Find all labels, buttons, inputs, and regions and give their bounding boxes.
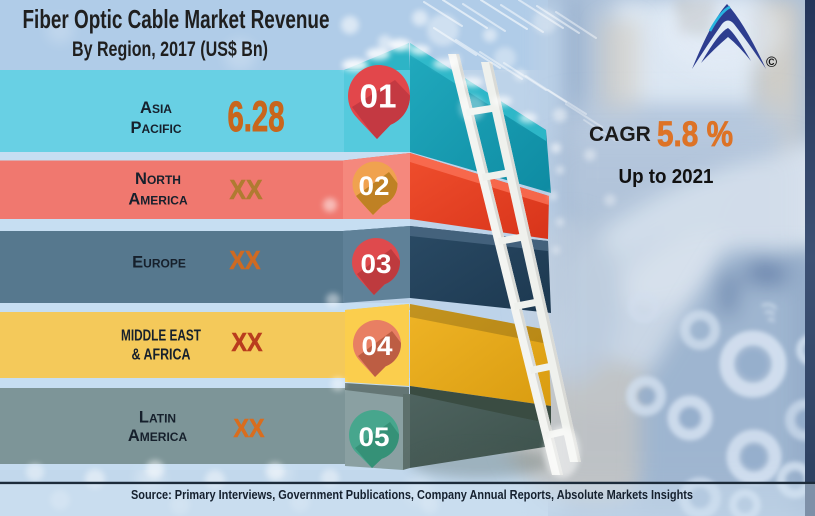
svg-text:CAGR: CAGR <box>589 123 651 146</box>
svg-text:5.8 %: 5.8 % <box>657 115 733 154</box>
svg-text:Asia: Asia <box>140 99 172 117</box>
svg-text:XX: XX <box>234 413 266 443</box>
svg-text:02: 02 <box>359 171 390 201</box>
svg-text:America: America <box>128 191 188 209</box>
svg-text:Source: Primary Interviews, Go: Source: Primary Interviews, Government P… <box>131 487 693 502</box>
svg-text:01: 01 <box>360 78 397 115</box>
svg-text:Fiber Optic Cable Market Reven: Fiber Optic Cable Market Revenue <box>23 4 330 34</box>
svg-text:Europe: Europe <box>132 254 186 272</box>
svg-text:05: 05 <box>359 422 390 452</box>
svg-text:©: © <box>766 54 777 71</box>
svg-text:XX: XX <box>232 327 264 357</box>
svg-text:XX: XX <box>230 174 263 205</box>
svg-text:Latin: Latin <box>139 409 176 427</box>
svg-text:6.28: 6.28 <box>228 93 285 141</box>
svg-text:Up to 2021: Up to 2021 <box>619 166 714 188</box>
svg-text:By Region, 2017 (US$ Bn): By Region, 2017 (US$ Bn) <box>72 38 268 61</box>
svg-text:& AFRICA: & AFRICA <box>132 347 191 364</box>
svg-text:North: North <box>135 170 181 188</box>
svg-text:Pacific: Pacific <box>130 119 181 137</box>
svg-text:MIDDLE EAST: MIDDLE EAST <box>121 328 201 345</box>
svg-text:XX: XX <box>230 245 262 275</box>
svg-text:03: 03 <box>361 249 392 279</box>
svg-text:04: 04 <box>362 331 393 361</box>
svg-text:America: America <box>128 427 188 445</box>
